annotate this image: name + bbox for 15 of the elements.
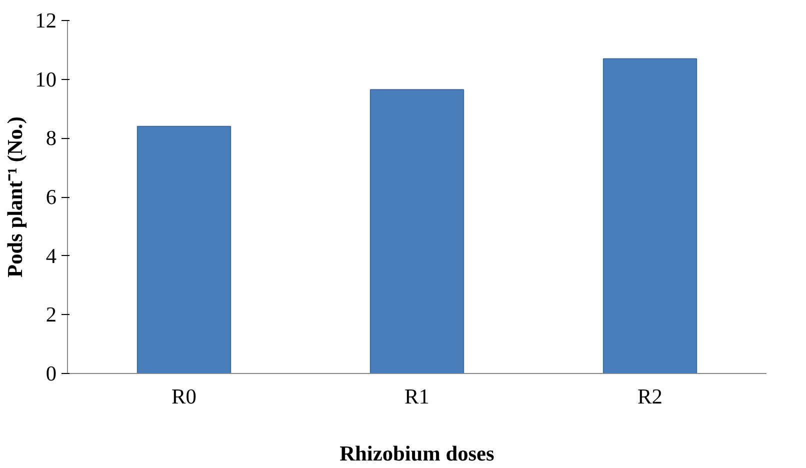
y-tick-label: 2 (46, 302, 57, 327)
y-tick-label: 6 (46, 185, 57, 209)
y-tick-label: 12 (35, 8, 56, 32)
y-axis-title: Pods plant⁻¹ (No.) (3, 116, 28, 278)
bar (602, 58, 698, 374)
y-tick-label: 8 (46, 126, 57, 150)
y-tick-label: 4 (46, 244, 57, 268)
y-tick-label: 0 (46, 362, 57, 386)
bar (370, 89, 464, 374)
x-axis-title: Rhizobium doses (340, 442, 494, 466)
bar (136, 126, 232, 374)
x-tick-label: R2 (638, 384, 662, 408)
x-tick-label: R1 (404, 384, 430, 408)
y-tick-label: 10 (35, 67, 56, 92)
x-tick-label: R0 (172, 384, 196, 408)
